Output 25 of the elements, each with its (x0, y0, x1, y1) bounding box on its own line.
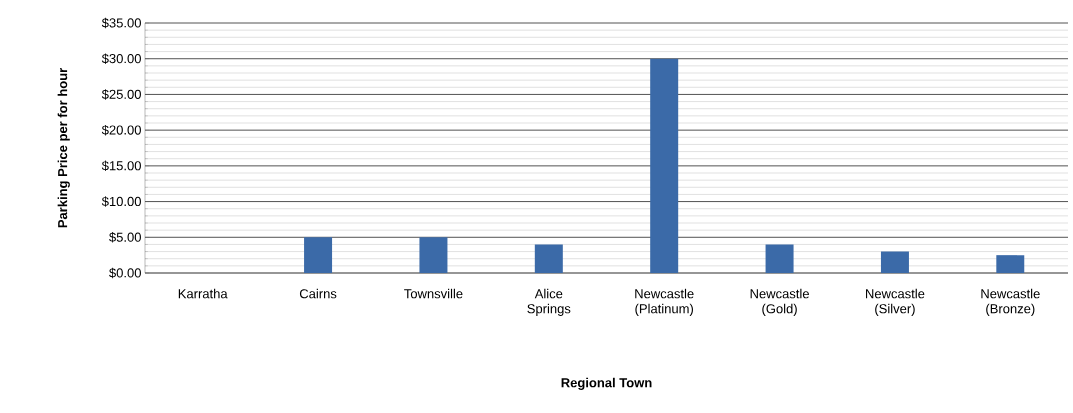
x-tick-label: Townsville (404, 288, 463, 299)
y-tick-label: $25.00 (101, 89, 141, 100)
x-tick-label: Alice Springs (527, 288, 571, 316)
y-tick-label: $0.00 (109, 267, 141, 279)
x-tick-label: Newcastle (Bronze) (981, 288, 1040, 316)
x-tick-label: Newcastle (Platinum) (635, 288, 694, 316)
bar (880, 251, 909, 273)
x-tick-label: Newcastle (Gold) (750, 288, 809, 316)
y-tick-label: $5.00 (109, 232, 141, 243)
x-tick-label: Karratha (178, 288, 228, 299)
bar (765, 244, 794, 273)
bar (534, 244, 563, 273)
bar (304, 237, 333, 273)
bar (419, 237, 448, 273)
y-tick-label: $20.00 (101, 124, 141, 136)
y-tick-label: $15.00 (101, 160, 141, 172)
y-tick-label: $30.00 (101, 53, 141, 64)
bar (650, 58, 679, 273)
x-tick-label: Newcastle (Silver) (866, 288, 925, 316)
y-tick-label: $35.00 (101, 17, 141, 29)
x-tick-label: Cairns (299, 288, 337, 299)
y-axis-title: Parking Price per for hour (57, 68, 70, 228)
y-tick-label: $10.00 (101, 196, 141, 207)
bar (996, 255, 1025, 273)
x-axis-title: Regional Town (561, 377, 652, 390)
